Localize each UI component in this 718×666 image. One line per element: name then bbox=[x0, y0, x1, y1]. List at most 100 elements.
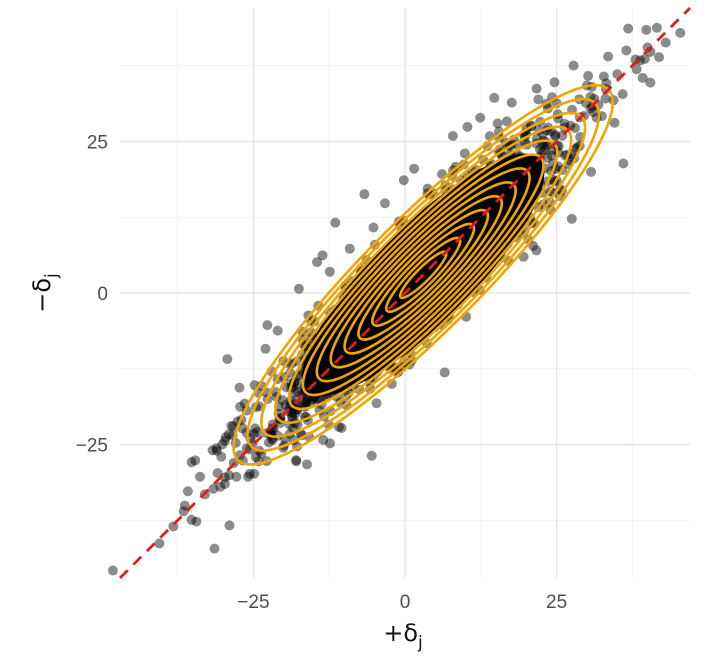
data-point bbox=[537, 146, 548, 157]
data-point bbox=[641, 24, 652, 35]
data-point bbox=[631, 64, 642, 75]
data-point bbox=[549, 77, 560, 88]
data-point bbox=[324, 438, 335, 449]
data-point bbox=[211, 445, 222, 456]
data-point bbox=[249, 429, 260, 440]
y-tick-label: 0 bbox=[97, 284, 108, 305]
data-point bbox=[366, 450, 377, 461]
data-point bbox=[305, 396, 316, 407]
x-axis-title-subscript: j bbox=[417, 633, 423, 653]
data-point bbox=[249, 468, 260, 479]
data-point bbox=[234, 450, 245, 461]
data-point bbox=[207, 445, 218, 456]
data-point bbox=[317, 250, 328, 261]
data-point bbox=[617, 89, 628, 100]
x-axis-title-main: +δ bbox=[383, 619, 418, 647]
data-point bbox=[439, 367, 450, 378]
y-tick-label: −25 bbox=[76, 436, 108, 457]
data-point bbox=[226, 420, 237, 431]
data-point bbox=[409, 163, 420, 174]
data-point bbox=[223, 429, 234, 440]
x-axis-title: +δj bbox=[383, 619, 423, 653]
data-point bbox=[298, 398, 309, 409]
y-axis-title-main: −δ bbox=[28, 278, 56, 313]
data-point bbox=[609, 117, 620, 128]
data-point bbox=[462, 121, 473, 132]
y-axis-title: −δj bbox=[28, 273, 62, 313]
data-point bbox=[234, 382, 245, 393]
data-point bbox=[635, 55, 646, 66]
data-point bbox=[570, 122, 581, 133]
data-point bbox=[550, 129, 561, 140]
data-point bbox=[534, 144, 545, 155]
data-point bbox=[215, 481, 226, 492]
data-point bbox=[623, 23, 634, 34]
data-point bbox=[312, 257, 323, 268]
data-point bbox=[216, 451, 227, 462]
data-point bbox=[212, 468, 223, 479]
data-point bbox=[600, 93, 611, 104]
data-point bbox=[618, 158, 629, 169]
data-point bbox=[301, 396, 312, 407]
data-point bbox=[568, 60, 579, 71]
data-point bbox=[219, 479, 230, 490]
data-point bbox=[222, 354, 233, 365]
data-point bbox=[267, 423, 278, 434]
data-point bbox=[379, 198, 390, 209]
data-point bbox=[603, 51, 614, 62]
data-point bbox=[179, 500, 190, 511]
data-point bbox=[220, 432, 231, 443]
data-point bbox=[660, 37, 671, 48]
data-point bbox=[208, 483, 219, 494]
data-point bbox=[371, 398, 382, 409]
data-point bbox=[312, 394, 323, 405]
data-point bbox=[287, 413, 298, 424]
data-point bbox=[211, 443, 222, 454]
data-point bbox=[217, 439, 228, 450]
data-point bbox=[302, 459, 313, 470]
data-point bbox=[598, 71, 609, 82]
data-point bbox=[330, 217, 341, 228]
data-point bbox=[224, 520, 235, 531]
data-point bbox=[639, 54, 650, 65]
data-point bbox=[190, 455, 201, 466]
data-point bbox=[182, 486, 193, 497]
data-point bbox=[262, 320, 273, 331]
data-point bbox=[531, 83, 542, 94]
data-point bbox=[307, 394, 318, 405]
data-point bbox=[191, 516, 202, 527]
y-tick-label: 25 bbox=[87, 132, 108, 153]
data-point bbox=[231, 471, 242, 482]
reference-line bbox=[119, 7, 691, 579]
data-point bbox=[291, 456, 302, 467]
data-point bbox=[344, 243, 355, 254]
data-point bbox=[209, 543, 220, 554]
data-point bbox=[493, 126, 504, 137]
data-point bbox=[289, 387, 300, 398]
data-point bbox=[651, 22, 662, 33]
data-point bbox=[531, 245, 542, 256]
data-point bbox=[237, 423, 248, 434]
data-point bbox=[224, 470, 235, 481]
data-point bbox=[336, 423, 347, 434]
data-point bbox=[260, 343, 271, 354]
data-point bbox=[293, 283, 304, 294]
data-point bbox=[675, 27, 686, 38]
data-point bbox=[244, 468, 255, 479]
data-point bbox=[368, 222, 379, 233]
data-point bbox=[506, 97, 517, 108]
data-point bbox=[398, 175, 409, 186]
data-point bbox=[219, 435, 230, 446]
data-point bbox=[292, 386, 303, 397]
data-point bbox=[459, 148, 470, 159]
data-point bbox=[293, 379, 304, 390]
y-axis-title-subscript: j bbox=[42, 273, 62, 279]
data-point bbox=[489, 92, 500, 103]
data-point bbox=[645, 77, 656, 88]
data-point bbox=[621, 45, 632, 56]
data-point bbox=[637, 72, 648, 83]
data-point bbox=[243, 471, 254, 482]
data-point bbox=[186, 457, 197, 468]
